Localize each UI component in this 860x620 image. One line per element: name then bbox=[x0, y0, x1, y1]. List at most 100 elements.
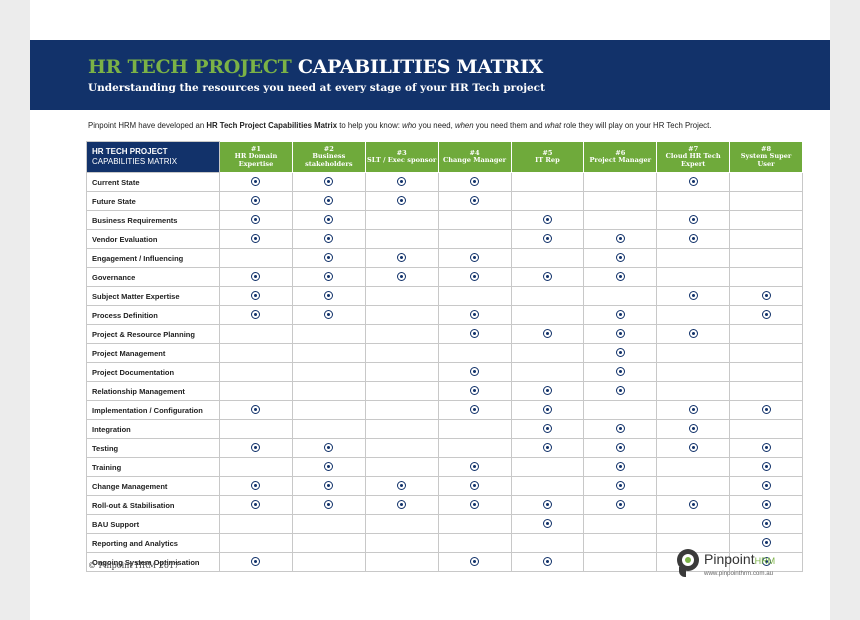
radio-dot-icon bbox=[615, 310, 625, 320]
matrix-cell bbox=[219, 191, 293, 211]
matrix-cell bbox=[291, 533, 366, 553]
table-row: Business Requirements bbox=[86, 210, 803, 230]
radio-dot-icon bbox=[615, 443, 625, 453]
radio-dot-icon bbox=[324, 253, 334, 263]
matrix-cell bbox=[291, 457, 366, 477]
matrix-cell bbox=[291, 229, 366, 249]
matrix-cell bbox=[364, 210, 439, 230]
matrix-cell bbox=[291, 210, 366, 230]
radio-dot-icon bbox=[761, 462, 771, 472]
row-label: Change Management bbox=[86, 476, 220, 496]
column-number: #2 bbox=[323, 144, 334, 153]
matrix-cell bbox=[291, 400, 366, 420]
matrix-cell bbox=[729, 495, 803, 515]
matrix-cell bbox=[437, 400, 512, 420]
matrix-cell bbox=[510, 305, 585, 325]
matrix-cell bbox=[656, 286, 731, 306]
matrix-cell bbox=[291, 438, 366, 458]
matrix-cell bbox=[729, 533, 803, 553]
radio-dot-icon bbox=[251, 481, 261, 491]
radio-dot-icon bbox=[542, 424, 552, 434]
matrix-cell bbox=[437, 419, 512, 439]
radio-dot-icon bbox=[615, 253, 625, 263]
table-row: Change Management bbox=[86, 476, 803, 496]
matrix-cell bbox=[729, 229, 803, 249]
matrix-cell bbox=[291, 248, 366, 268]
column-label: SLT / Exec sponsor bbox=[367, 156, 437, 164]
radio-dot-icon bbox=[470, 481, 480, 491]
radio-dot-icon bbox=[251, 310, 261, 320]
radio-dot-icon bbox=[542, 386, 552, 396]
column-number: #7 bbox=[688, 144, 699, 153]
radio-dot-icon bbox=[615, 272, 625, 282]
radio-dot-icon bbox=[688, 234, 698, 244]
matrix-cell bbox=[729, 305, 803, 325]
matrix-cell bbox=[656, 267, 731, 287]
matrix-cell bbox=[583, 438, 658, 458]
table-row: Future State bbox=[86, 191, 803, 211]
matrix-cell bbox=[583, 400, 658, 420]
matrix-cell bbox=[656, 362, 731, 382]
matrix-cell bbox=[364, 419, 439, 439]
radio-dot-icon bbox=[542, 272, 552, 282]
matrix-cell bbox=[656, 514, 731, 534]
matrix-cell bbox=[583, 172, 658, 192]
radio-dot-icon bbox=[688, 443, 698, 453]
radio-dot-icon bbox=[761, 519, 771, 529]
radio-dot-icon bbox=[324, 500, 334, 510]
column-header: #3 SLT / Exec sponsor bbox=[364, 141, 439, 173]
matrix-cell bbox=[219, 476, 293, 496]
table-row: Process Definition bbox=[86, 305, 803, 325]
radio-dot-icon bbox=[615, 500, 625, 510]
matrix-cell bbox=[583, 495, 658, 515]
table-row: Engagement / Influencing bbox=[86, 248, 803, 268]
matrix-cell bbox=[583, 248, 658, 268]
radio-dot-icon bbox=[761, 557, 771, 567]
matrix-cell bbox=[291, 362, 366, 382]
radio-dot-icon bbox=[688, 424, 698, 434]
radio-dot-icon bbox=[470, 196, 480, 206]
row-label: Governance bbox=[86, 267, 220, 287]
matrix-cell bbox=[510, 343, 585, 363]
matrix-cell bbox=[364, 324, 439, 344]
matrix-cell bbox=[510, 286, 585, 306]
matrix-cell bbox=[729, 191, 803, 211]
radio-dot-icon bbox=[324, 443, 334, 453]
matrix-cell bbox=[656, 229, 731, 249]
matrix-cell bbox=[437, 267, 512, 287]
matrix-cell bbox=[510, 457, 585, 477]
matrix-cell bbox=[729, 514, 803, 534]
column-label: Project Manager bbox=[589, 156, 652, 164]
column-label: Business stakeholders bbox=[305, 152, 353, 168]
radio-dot-icon bbox=[470, 386, 480, 396]
radio-dot-icon bbox=[615, 367, 625, 377]
row-label: Current State bbox=[86, 172, 220, 192]
radio-dot-icon bbox=[615, 234, 625, 244]
matrix-cell bbox=[729, 286, 803, 306]
radio-dot-icon bbox=[397, 500, 407, 510]
page-title: HR TECH PROJECT CAPABILITIES MATRIX bbox=[88, 56, 543, 78]
matrix-cell bbox=[364, 552, 439, 572]
matrix-cell bbox=[364, 248, 439, 268]
matrix-cell bbox=[656, 248, 731, 268]
intro-text: to help you know: bbox=[337, 121, 403, 130]
column-header: #7 Cloud HR Tech Expert bbox=[656, 141, 731, 173]
matrix-cell bbox=[583, 324, 658, 344]
matrix-cell bbox=[291, 552, 366, 572]
radio-dot-icon bbox=[688, 177, 698, 187]
matrix-cell bbox=[510, 419, 585, 439]
column-header: #2 Business stakeholders bbox=[291, 141, 366, 173]
matrix-cell bbox=[219, 248, 293, 268]
radio-dot-icon bbox=[251, 405, 261, 415]
row-label: Project Documentation bbox=[86, 362, 220, 382]
matrix-cell bbox=[219, 514, 293, 534]
matrix-cell bbox=[364, 400, 439, 420]
radio-dot-icon bbox=[251, 443, 261, 453]
matrix-cell bbox=[219, 381, 293, 401]
radio-dot-icon bbox=[761, 481, 771, 491]
matrix-cell bbox=[364, 305, 439, 325]
matrix-cell bbox=[510, 248, 585, 268]
row-label: Project & Resource Planning bbox=[86, 324, 220, 344]
matrix-cell bbox=[656, 476, 731, 496]
corner-line-2: CAPABILITIES MATRIX bbox=[92, 157, 178, 166]
